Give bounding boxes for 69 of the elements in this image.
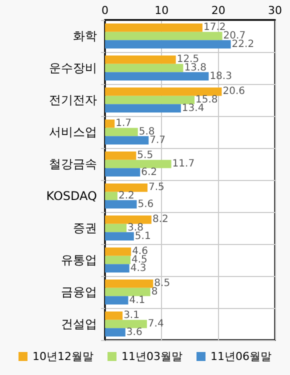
y-tick-label: 서비스업 bbox=[49, 125, 97, 139]
data-label: 17.2 bbox=[203, 22, 226, 34]
y-tick-label: 건설업 bbox=[61, 317, 97, 331]
bar bbox=[105, 128, 138, 136]
bar bbox=[105, 192, 118, 200]
y-tick-label: 운수장비 bbox=[49, 61, 97, 75]
data-label: 7.4 bbox=[148, 318, 164, 330]
legend-label: 11년06월말 bbox=[210, 350, 272, 363]
bar bbox=[105, 88, 222, 96]
bar bbox=[105, 184, 148, 192]
bar bbox=[105, 40, 231, 48]
legend-label: 10년12월말 bbox=[32, 350, 94, 363]
data-label: 13.4 bbox=[182, 102, 204, 114]
data-label: 4.1 bbox=[129, 294, 146, 306]
bar bbox=[105, 256, 130, 264]
y-tick-label: KOSDAQ bbox=[46, 189, 97, 203]
data-label: 7.7 bbox=[150, 134, 166, 146]
data-label: 3.1 bbox=[124, 310, 140, 322]
legend-label: 11년03월말 bbox=[122, 350, 183, 363]
data-label: 20.6 bbox=[222, 86, 245, 98]
bar bbox=[105, 96, 195, 104]
y-tick-label: 철강금속 bbox=[49, 157, 97, 171]
bar bbox=[105, 288, 150, 296]
data-label: 4.3 bbox=[130, 262, 146, 274]
bar bbox=[105, 216, 152, 224]
bar bbox=[105, 104, 181, 112]
y-tick-label: 화학 bbox=[73, 29, 97, 43]
y-tick-label: 증권 bbox=[73, 221, 97, 235]
bar bbox=[105, 24, 202, 32]
bar bbox=[105, 168, 140, 176]
x-tick-label: 0 bbox=[102, 4, 108, 17]
data-label: 2.2 bbox=[118, 190, 134, 202]
bar bbox=[105, 232, 134, 240]
bar bbox=[105, 136, 149, 144]
y-tick-label: 금융업 bbox=[61, 285, 97, 299]
bar bbox=[105, 200, 137, 208]
bar bbox=[105, 328, 126, 336]
bar bbox=[105, 152, 136, 160]
data-label: 13.8 bbox=[184, 62, 206, 74]
bar bbox=[105, 296, 128, 304]
x-tick-label: 20 bbox=[211, 4, 226, 17]
data-label: 22.2 bbox=[232, 38, 254, 50]
bar bbox=[105, 320, 147, 328]
data-label: 7.5 bbox=[148, 182, 164, 194]
data-label: 5.5 bbox=[137, 150, 154, 162]
bar bbox=[105, 312, 123, 320]
bar bbox=[105, 56, 176, 64]
data-label: 8 bbox=[151, 286, 158, 298]
bar bbox=[105, 32, 222, 40]
data-label: 11.7 bbox=[172, 158, 195, 170]
data-label: 8.2 bbox=[152, 214, 168, 226]
bar bbox=[105, 264, 130, 272]
data-label: 6.2 bbox=[141, 166, 158, 178]
y-tick-label: 전기전자 bbox=[49, 93, 97, 107]
bar bbox=[105, 280, 154, 288]
data-label: 1.7 bbox=[116, 118, 132, 130]
data-label: 5.1 bbox=[134, 230, 151, 242]
data-label: 18.3 bbox=[210, 70, 232, 82]
bar bbox=[105, 224, 127, 232]
bar bbox=[105, 120, 115, 128]
data-label: 3.6 bbox=[126, 326, 142, 338]
bar bbox=[105, 248, 132, 256]
bar bbox=[105, 72, 209, 80]
bar bbox=[105, 64, 184, 72]
y-tick-label: 유통업 bbox=[61, 253, 97, 267]
data-label: 5.6 bbox=[138, 198, 154, 210]
x-tick-label: 10 bbox=[154, 4, 169, 17]
x-tick-label: 30 bbox=[268, 4, 282, 17]
bar bbox=[105, 160, 172, 168]
